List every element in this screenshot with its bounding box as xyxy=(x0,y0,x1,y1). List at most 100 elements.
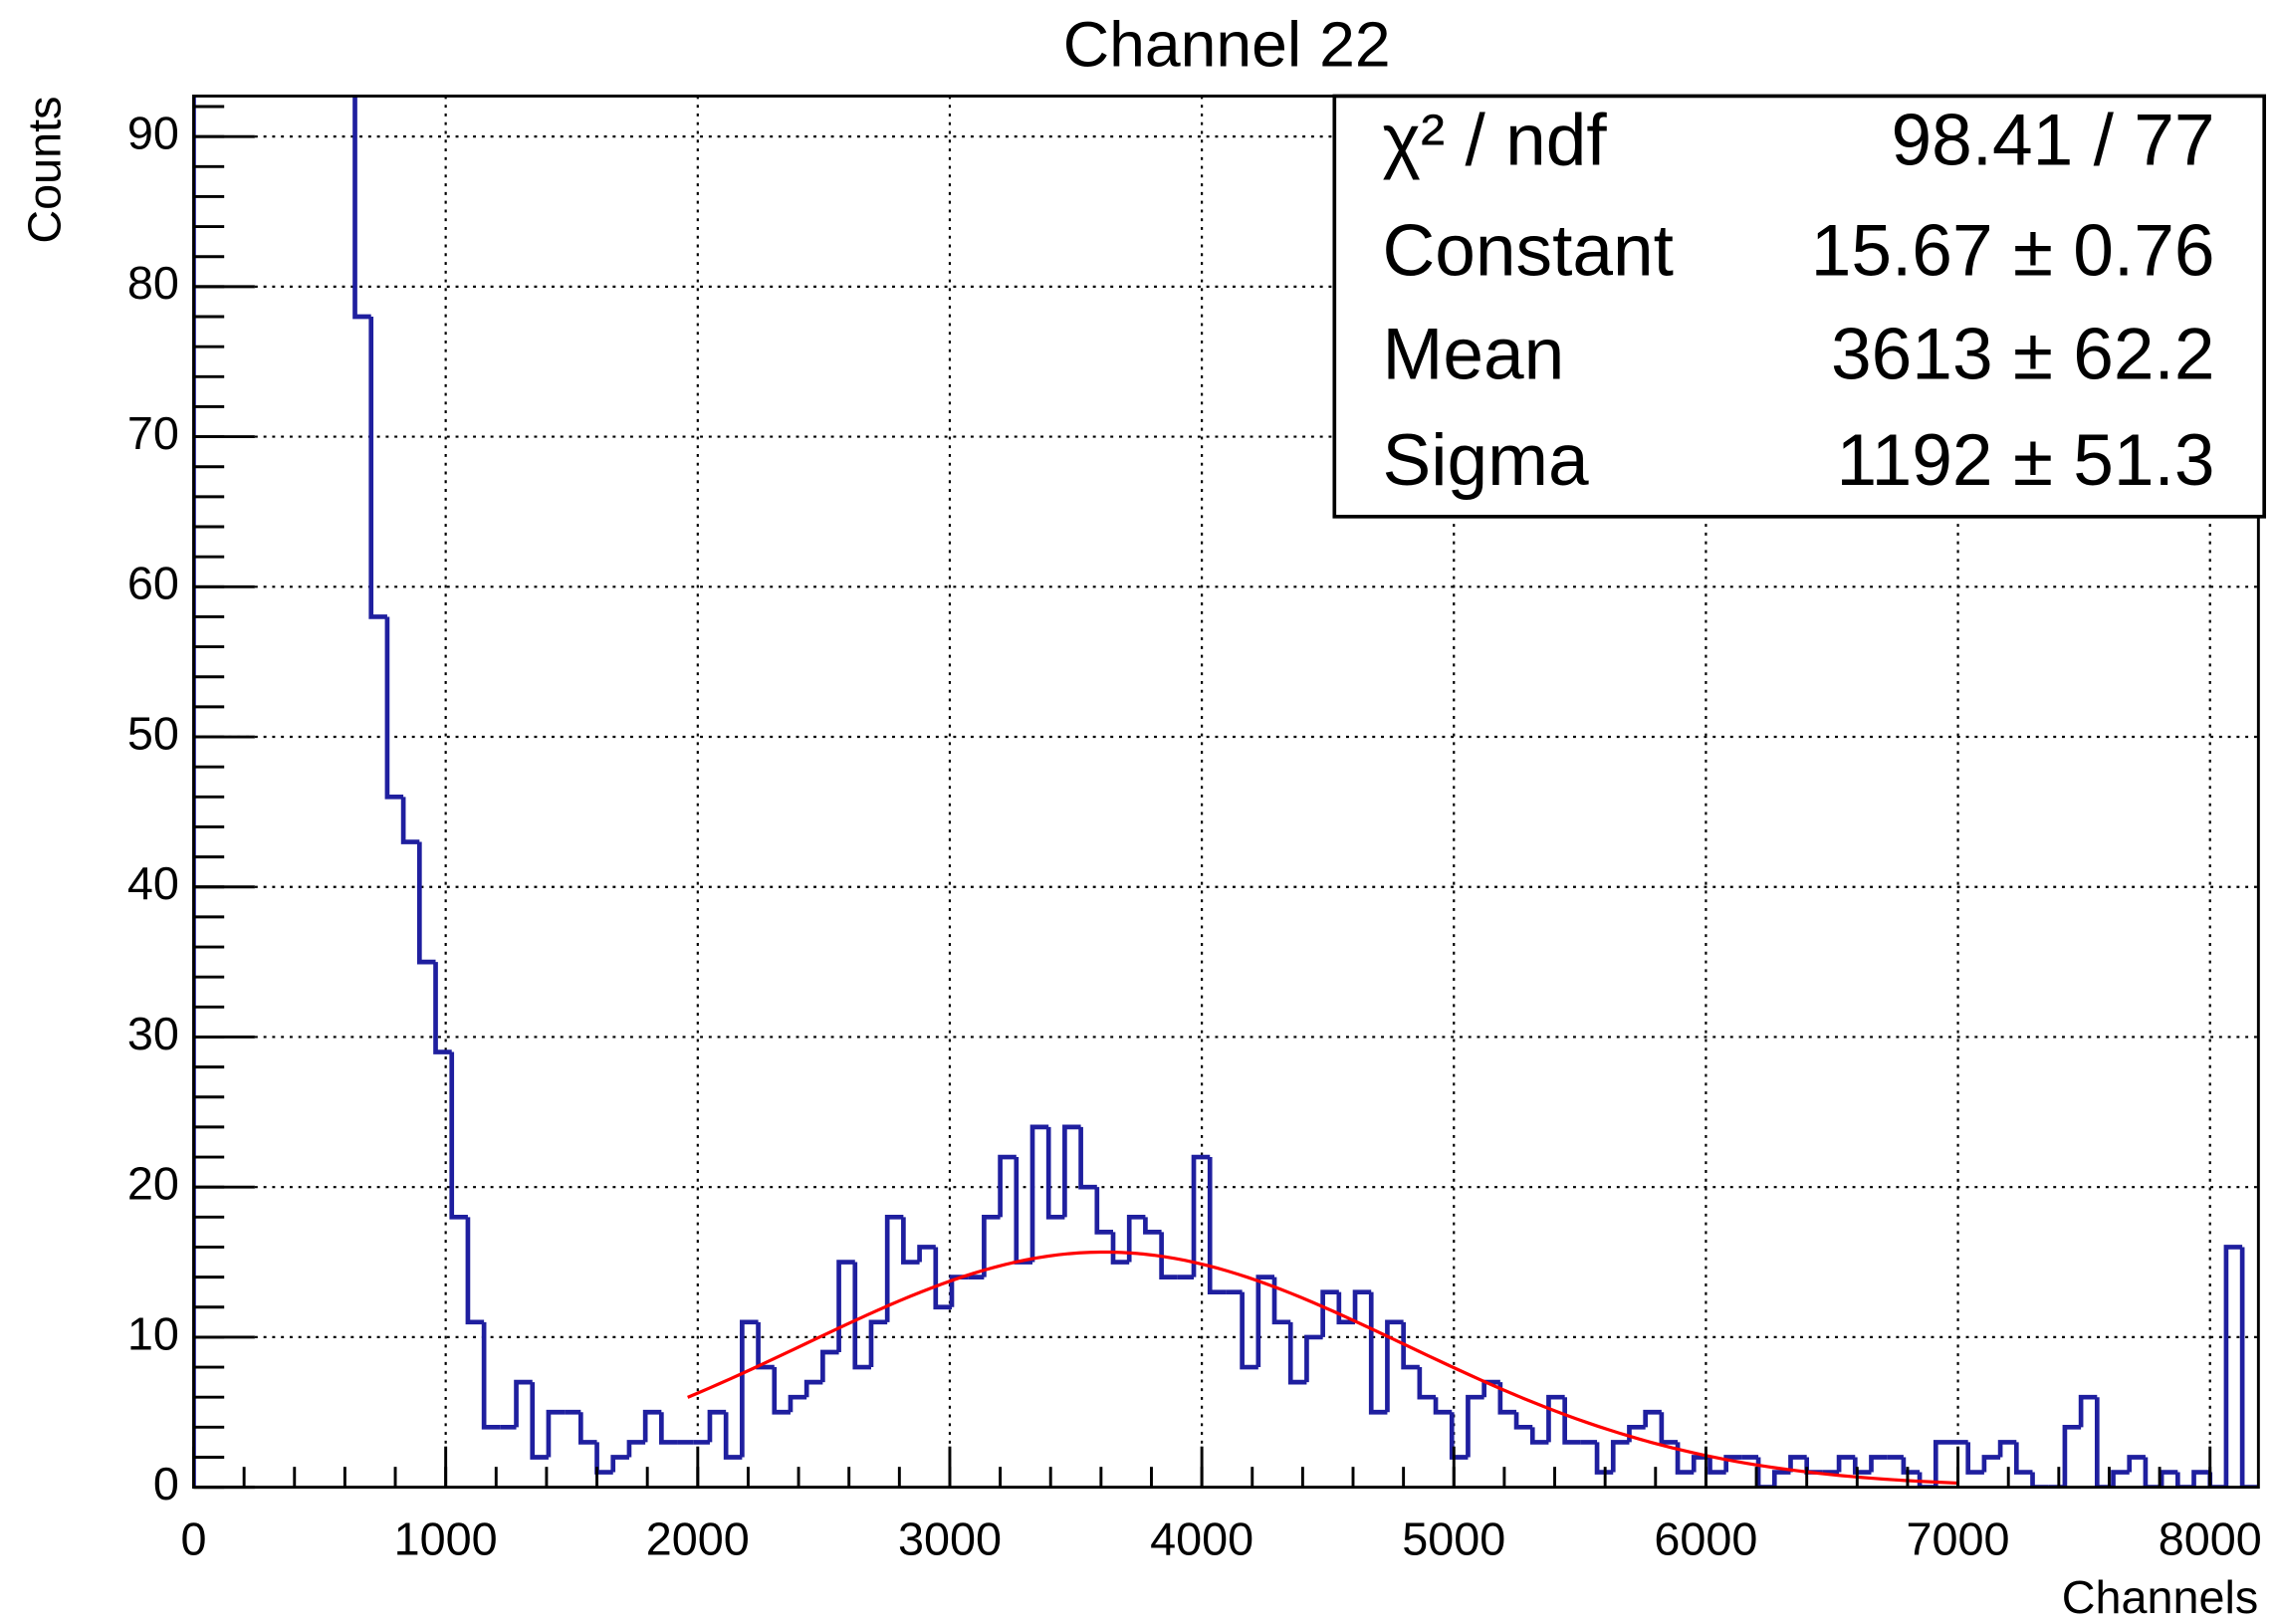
histogram-bin xyxy=(803,1379,823,1398)
histogram-bin xyxy=(2078,1394,2098,1428)
histogram-bin xyxy=(1513,1412,1533,1430)
histogram-bin xyxy=(449,1051,468,1220)
stats-value: 3613 ± 62.2 xyxy=(1831,314,2214,394)
histogram-bin xyxy=(1788,1455,1807,1473)
histogram-bin xyxy=(1029,1124,1049,1263)
x-tick-label: 2000 xyxy=(646,1513,750,1565)
histogram-bin xyxy=(1143,1217,1162,1235)
histogram-bin xyxy=(1933,1440,1952,1488)
stats-value: 1192 ± 51.3 xyxy=(1836,420,2214,501)
stats-label: Sigma xyxy=(1383,420,1589,501)
histogram-bin xyxy=(740,1319,759,1458)
histogram-bin xyxy=(1368,1291,1388,1415)
histogram-bin xyxy=(384,616,404,800)
histogram-bin xyxy=(1255,1275,1275,1368)
x-tick-label: 0 xyxy=(180,1513,206,1565)
stats-value: 98.41 / 77 xyxy=(1891,100,2214,180)
histogram-bin xyxy=(1433,1397,1453,1415)
histogram-bin xyxy=(1417,1367,1437,1400)
histogram-bin xyxy=(933,1247,952,1310)
histogram-bin xyxy=(1352,1289,1372,1322)
histogram-bin xyxy=(1449,1412,1469,1460)
histogram-bin xyxy=(1981,1455,2001,1473)
histogram-bin xyxy=(433,962,452,1054)
x-tick-label: 8000 xyxy=(2159,1513,2262,1565)
histogram-bin xyxy=(2111,1470,2130,1488)
axes: 0 1000 2000 3000 4000 5000 6000 7000 8000 0 10 20 30… xyxy=(127,94,2262,1565)
histogram-bin xyxy=(901,1217,920,1265)
histogram-bin xyxy=(1159,1232,1178,1279)
y-tick-label: 60 xyxy=(127,558,179,609)
histogram-bin xyxy=(1529,1427,1549,1445)
stats-value: 15.67 ± 0.76 xyxy=(1811,211,2215,292)
histogram-bin xyxy=(788,1394,807,1413)
histogram-bin xyxy=(2062,1424,2082,1488)
stats-frame xyxy=(1332,94,2267,519)
plot-frame xyxy=(192,94,2260,1490)
histogram-bin xyxy=(1078,1126,1097,1190)
histogram-bin xyxy=(1207,1157,1227,1295)
x-tick-label: 1000 xyxy=(394,1513,498,1565)
histogram-bin xyxy=(610,1455,629,1473)
histogram-bin xyxy=(2174,1472,2194,1488)
histogram-bin xyxy=(2030,1472,2049,1488)
chart-title: Channel 22 xyxy=(1063,9,1391,81)
histogram-bin xyxy=(1659,1412,1679,1445)
histogram-bin xyxy=(707,1409,727,1443)
histogram-bin xyxy=(1385,1319,1404,1413)
histogram-bin xyxy=(2191,1470,2210,1488)
y-tick-label: 50 xyxy=(127,707,179,759)
y-axis-title: Counts xyxy=(19,96,71,243)
histogram-bin xyxy=(659,1412,678,1445)
histogram-bin xyxy=(1997,1440,2017,1458)
histogram-bin xyxy=(1045,1126,1065,1220)
fit-curve xyxy=(687,1250,1958,1486)
stats-box: χ² / ndf 98.41 / 77 Constant 15.67 ± 0.76 Me… xyxy=(1332,94,2267,519)
histogram xyxy=(193,96,2259,1488)
histogram-bin xyxy=(1110,1232,1130,1265)
histogram-bin xyxy=(1965,1442,1984,1475)
y-tick-label: 20 xyxy=(127,1158,179,1210)
y-tick-label: 70 xyxy=(127,407,179,459)
histogram-bin xyxy=(2239,1247,2259,1488)
x-axis-title: Channels xyxy=(2062,1571,2259,1623)
histogram-bin xyxy=(1917,1472,1936,1488)
x-tick-label: 5000 xyxy=(1402,1513,1505,1565)
histogram-bin xyxy=(1466,1394,1484,1458)
histogram-bin xyxy=(982,1214,1001,1277)
histogram-bin xyxy=(2159,1470,2178,1488)
histogram-bin xyxy=(1610,1440,1630,1473)
histogram-bin xyxy=(1869,1455,1888,1473)
y-tick-label: 40 xyxy=(127,857,179,909)
histogram-bin xyxy=(1707,1457,1726,1475)
stats-label: Mean xyxy=(1383,314,1565,394)
histogram-bin xyxy=(852,1262,871,1370)
histogram-bin xyxy=(820,1349,839,1383)
histogram-bin xyxy=(1852,1457,1872,1475)
y-tick-label: 0 xyxy=(153,1458,179,1509)
histogram-bin xyxy=(1191,1154,1211,1277)
histogram-bin xyxy=(352,96,371,320)
y-tick-label: 80 xyxy=(127,257,179,309)
histogram-bin xyxy=(530,1382,549,1460)
histogram-bin xyxy=(1271,1276,1291,1325)
histogram-bin xyxy=(642,1409,662,1443)
histogram-bin xyxy=(2013,1442,2033,1475)
histogram-bin xyxy=(1062,1124,1081,1218)
histogram-bin xyxy=(514,1379,533,1428)
histogram-bin xyxy=(1643,1409,1662,1428)
x-tick-label: 7000 xyxy=(1907,1513,2010,1565)
histogram-bin xyxy=(1336,1291,1356,1325)
histogram-bin xyxy=(1320,1289,1339,1337)
y-tick-label: 30 xyxy=(127,1008,179,1059)
histogram-bin xyxy=(917,1245,936,1263)
histogram-bin xyxy=(578,1412,597,1445)
histogram-bin xyxy=(465,1217,485,1325)
histogram-bin xyxy=(2143,1457,2162,1488)
histogram-bin xyxy=(2127,1455,2146,1473)
histogram-bin xyxy=(772,1367,791,1415)
histogram-bin xyxy=(626,1440,646,1458)
histogram-bin xyxy=(1755,1457,1775,1488)
histogram-bin xyxy=(1594,1442,1614,1475)
